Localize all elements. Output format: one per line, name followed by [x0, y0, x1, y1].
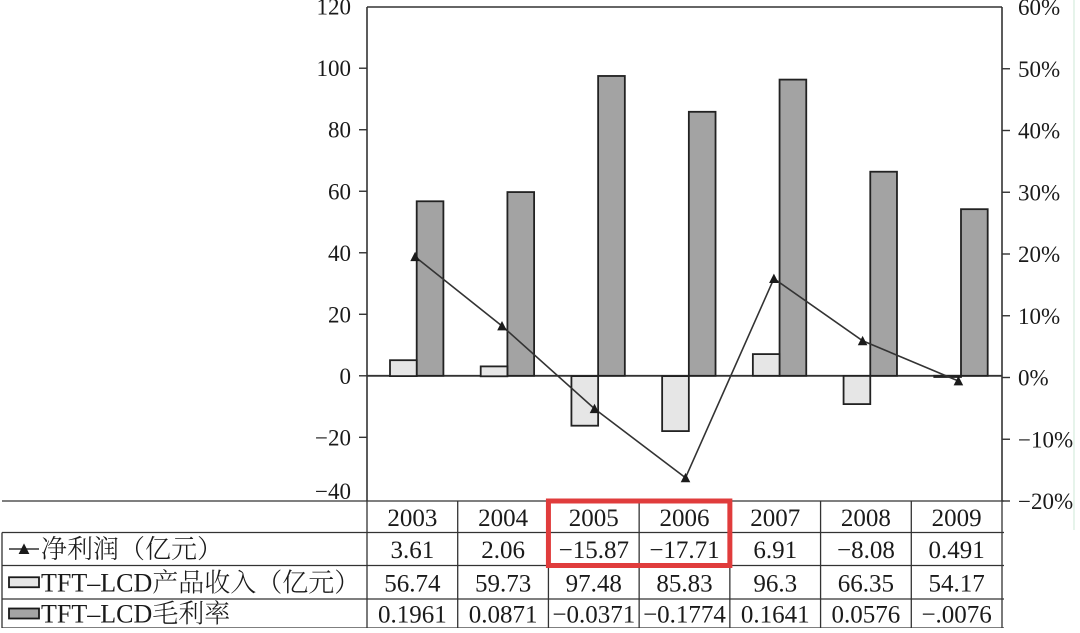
- svg-text:50%: 50%: [1018, 57, 1060, 82]
- svg-text:20: 20: [328, 302, 351, 327]
- svg-text:−20: −20: [315, 425, 351, 450]
- svg-text:60%: 60%: [1018, 0, 1060, 20]
- svg-text:56.74: 56.74: [384, 570, 441, 597]
- svg-text:30%: 30%: [1018, 180, 1060, 205]
- svg-text:净利润（亿元）: 净利润（亿元）: [41, 535, 223, 564]
- svg-text:40: 40: [328, 241, 351, 266]
- svg-text:2007: 2007: [750, 505, 800, 532]
- svg-text:−17.71: −17.71: [649, 537, 719, 564]
- svg-text:80: 80: [328, 118, 351, 143]
- svg-text:96.3: 96.3: [753, 570, 797, 597]
- svg-text:−15.87: −15.87: [559, 537, 629, 564]
- svg-text:2004: 2004: [478, 505, 529, 532]
- svg-text:−8.08: −8.08: [837, 537, 895, 564]
- svg-text:85.83: 85.83: [656, 570, 712, 597]
- svg-text:97.48: 97.48: [566, 570, 622, 597]
- svg-text:−40: −40: [315, 479, 351, 504]
- svg-text:−.0076: −.0076: [921, 602, 991, 629]
- svg-text:TFT–LCD产品收入（亿元）: TFT–LCD产品收入（亿元）: [41, 568, 360, 597]
- svg-text:54.17: 54.17: [929, 570, 985, 597]
- svg-text:0: 0: [340, 364, 352, 389]
- svg-text:−10%: −10%: [1018, 427, 1073, 452]
- svg-text:2009: 2009: [932, 505, 982, 532]
- svg-text:0.491: 0.491: [929, 537, 985, 564]
- svg-text:6.91: 6.91: [753, 537, 797, 564]
- svg-text:0.1961: 0.1961: [378, 602, 447, 629]
- svg-text:2003: 2003: [387, 505, 437, 532]
- svg-text:−0.1774: −0.1774: [643, 602, 726, 629]
- svg-text:66.35: 66.35: [838, 570, 894, 597]
- svg-text:2008: 2008: [841, 505, 891, 532]
- svg-text:0.0576: 0.0576: [832, 602, 901, 629]
- svg-text:0.0871: 0.0871: [469, 602, 538, 629]
- svg-text:40%: 40%: [1018, 119, 1060, 144]
- svg-text:60: 60: [328, 179, 351, 204]
- svg-text:2006: 2006: [660, 505, 710, 532]
- svg-text:TFT–LCD毛利率: TFT–LCD毛利率: [41, 600, 230, 629]
- svg-text:0.1641: 0.1641: [741, 602, 810, 629]
- svg-text:3.61: 3.61: [390, 537, 434, 564]
- svg-text:120: 120: [317, 0, 352, 20]
- svg-text:2.06: 2.06: [481, 537, 525, 564]
- svg-text:0%: 0%: [1018, 366, 1049, 391]
- svg-text:10%: 10%: [1018, 304, 1060, 329]
- svg-text:2005: 2005: [569, 505, 619, 532]
- svg-text:100: 100: [317, 56, 352, 81]
- svg-text:−20%: −20%: [1018, 489, 1073, 514]
- svg-text:−0.0371: −0.0371: [552, 602, 635, 629]
- svg-text:59.73: 59.73: [475, 570, 531, 597]
- svg-text:20%: 20%: [1018, 242, 1060, 267]
